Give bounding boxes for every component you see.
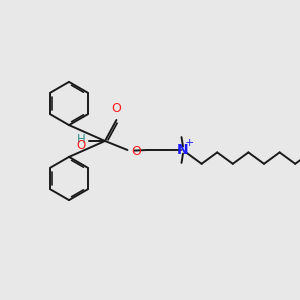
Text: N: N bbox=[177, 143, 189, 157]
Text: O: O bbox=[131, 145, 141, 158]
Text: O: O bbox=[77, 139, 86, 152]
Text: O: O bbox=[112, 103, 121, 116]
Text: +: + bbox=[185, 138, 195, 148]
Text: H: H bbox=[77, 133, 86, 146]
